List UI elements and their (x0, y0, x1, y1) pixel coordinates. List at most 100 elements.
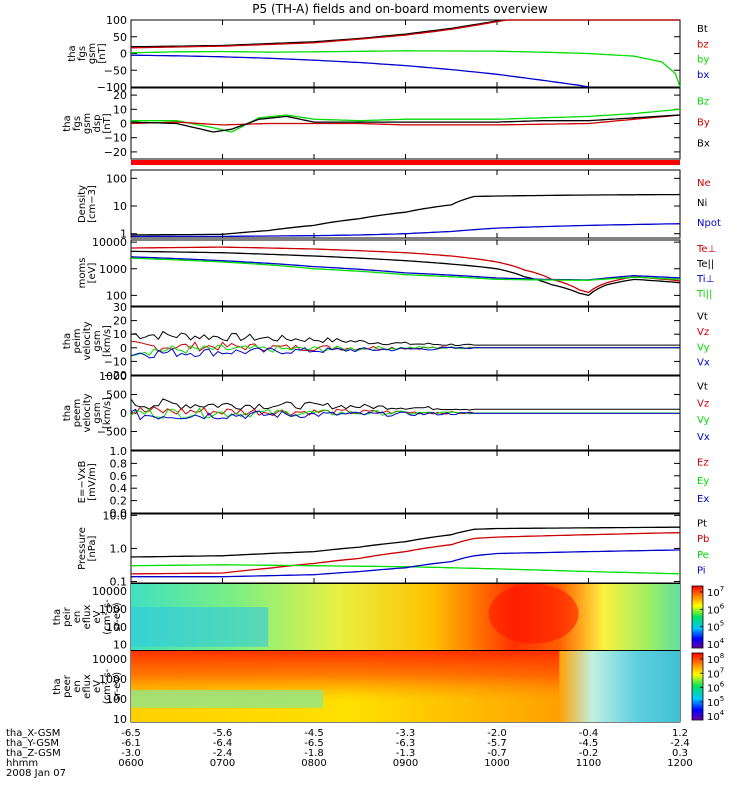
x-axis-value: -2.0 (487, 728, 507, 739)
e_vxb-ylabel: E=−VxB [mV/m] (77, 461, 98, 504)
x-axis-value: -6.5 (304, 738, 324, 749)
e_vxb-ytick-label: 0.0 (110, 507, 128, 520)
peim_velocity-legend-item: Vt (697, 311, 708, 322)
fgs_gse_dsp-ylabel-line: dsp (92, 115, 103, 133)
fgs_gse_dsp-series-Bz (131, 108, 681, 133)
plot-title: P5 (TH-A) fields and on-board moments ov… (252, 2, 548, 16)
mag_temp-ylabel: moms [eV] (77, 258, 98, 289)
peim_velocity-ylabel-line: velocity (82, 321, 93, 360)
fgs_gsm-line-bx (131, 54, 589, 88)
peim_velocity-ytick-label: 10 (113, 328, 127, 341)
pressure-legend-item: Pi (697, 566, 706, 577)
pressure-ytick-label: 1.0 (110, 542, 128, 555)
pressure-ytick-label: 10.0 (103, 509, 128, 522)
peim_velocity-ylabel-line: tha (62, 333, 73, 349)
fgs_gsm-ytick-label: 0 (120, 48, 127, 61)
peir_spec-ylabel-line: en (72, 611, 83, 624)
peim_velocity-legend-item: Vz (697, 327, 709, 338)
density-ytick-label: 1 (120, 228, 127, 241)
pressure-ylabel-line: Pressure (77, 527, 88, 570)
peir_spec-ytick-label: 10 (113, 639, 127, 652)
peem_velocity-ylabel-line: tha (62, 405, 73, 421)
peem_velocity-ylabel-line: velocity (82, 393, 93, 432)
mag_temp-series-Te⊥ (131, 246, 681, 294)
density-legend-item: Ni (697, 198, 707, 209)
peem_velocity-series-Vz (130, 406, 680, 417)
peer_spec-colorbar-exp: 6 (720, 681, 725, 689)
peir_spec-ylabel-line: (cm²-s- (102, 599, 113, 635)
fgs_gse_dsp-line-Bx (130, 114, 681, 133)
x-axis-value: -6.5 (121, 728, 141, 739)
mag_temp-ytick-label: 10000 (92, 236, 127, 249)
density-line-Ni (130, 193, 681, 236)
mag_temp-legend-item: Ti⊥ (696, 274, 714, 285)
pressure-series-Pi (131, 549, 681, 578)
peim_velocity-legend-item: Vx (697, 358, 710, 369)
mag_temp-legend: Te⊥ Te|| Ti⊥ Ti|| (696, 244, 716, 300)
peem_velocity-ylabel-line: peem (72, 399, 83, 427)
peer_spec-colorbar-exp: 7 (720, 666, 724, 674)
peim_velocity-ytick-label: 30 (113, 301, 127, 314)
x-axis-value: -5.7 (487, 738, 507, 749)
peer_spec-ylabel: tha peer en eflux eV (cm²-s-sr-eV) (52, 668, 123, 704)
fgs_gse_dsp-legend-item: By (697, 118, 710, 129)
mag_temp-ytick-label: 100 (106, 289, 127, 302)
fgs_gsm-line-by (130, 50, 681, 88)
x-axis-value: 1100 (576, 758, 601, 769)
x-axis-value: -0.2 (579, 748, 599, 759)
fgs_gse_dsp-ytick-label: 0 (120, 118, 127, 131)
mag_temp-series-Te|| (130, 250, 681, 297)
fgs_gse_dsp-legend-item: Bz (697, 97, 709, 108)
x-axis-value: 1.2 (672, 728, 688, 739)
peim_velocity-ylabel-line: gsm (92, 330, 103, 351)
peer_spec-colorbar-label: 107 (707, 666, 724, 680)
fgs_gse_dsp-series-By (130, 114, 681, 126)
peer_spec-spectrogram-low (131, 690, 324, 708)
peim_velocity-series-Vx (130, 346, 680, 359)
peir_spec-ytick-label: 10000 (92, 585, 127, 598)
fgs_gse_dsp-ytick-label: 10 (113, 103, 127, 116)
peir_spec-spectrogram-low (131, 607, 269, 647)
x-axis-value: -0.7 (487, 748, 507, 759)
x-axis-value: -1.3 (396, 748, 416, 759)
peir_spec-colorbar-exp: 7 (720, 585, 724, 593)
pressure-line-Pe (131, 564, 681, 575)
peer_spec-spectrogram-core (131, 651, 560, 722)
peim_velocity-series-Vt (130, 330, 680, 347)
peem_velocity-legend-item: Vz (697, 398, 709, 409)
peer_spec-ylabel-line: en (72, 680, 83, 693)
fgs_gsm-ytick-label: 50 (113, 31, 127, 44)
mag_temp-series-Ti|| (130, 257, 681, 281)
fgs_gse_dsp-ytick-label: −10 (104, 132, 127, 145)
pressure-series-Pe (131, 564, 681, 575)
peim_velocity-legend: Vt Vz Vy Vx (697, 311, 710, 368)
e_vxb-ytick-label: 1.0 (110, 445, 128, 458)
peer_spec-ylabel-line: eV (92, 680, 103, 693)
peim_velocity-line-Vx (130, 346, 680, 359)
pressure-legend-item: Pt (697, 519, 707, 530)
fgs_gse_dsp-ytick-label: −20 (104, 146, 127, 159)
fgs_gsm-ytick-label: 100 (106, 14, 127, 27)
mag_temp-ylabel-line: moms (77, 258, 88, 289)
peem_velocity-ylabel-line: [km/s] (102, 397, 113, 429)
peir_spec-ytick-label: 100 (106, 621, 127, 634)
peem_velocity-ytick-label: 500 (106, 389, 127, 402)
x-axis-value: 0800 (301, 758, 326, 769)
peer_spec-ytick-label: 100 (106, 693, 127, 706)
x-axis-row-name: hhmm (6, 758, 38, 769)
x-axis-value: -2.4 (670, 738, 690, 749)
x-axis-value: -6.4 (213, 738, 233, 749)
date-label: 2008 Jan 07 (6, 768, 66, 779)
fgs_gsm-ylabel-line: fgs (77, 46, 88, 61)
e_vxb-ylabel-line: E=−VxB (77, 461, 88, 504)
fgs_gsm-legend-item: Bt (697, 24, 708, 35)
pressure-series-Pt (130, 526, 680, 558)
density-line-Npot (131, 223, 681, 238)
peim_velocity-frame (130, 306, 681, 376)
peer_spec-ytick-label: 1000 (99, 673, 127, 686)
density-legend-item: Npot (697, 218, 721, 229)
peir_spec-colorbar: 107 106 105 104 (691, 585, 725, 651)
density-series-Npot (131, 223, 681, 238)
peir_spec-ylabel-line: tha (52, 609, 63, 625)
x-axis-value: 1200 (667, 758, 692, 769)
